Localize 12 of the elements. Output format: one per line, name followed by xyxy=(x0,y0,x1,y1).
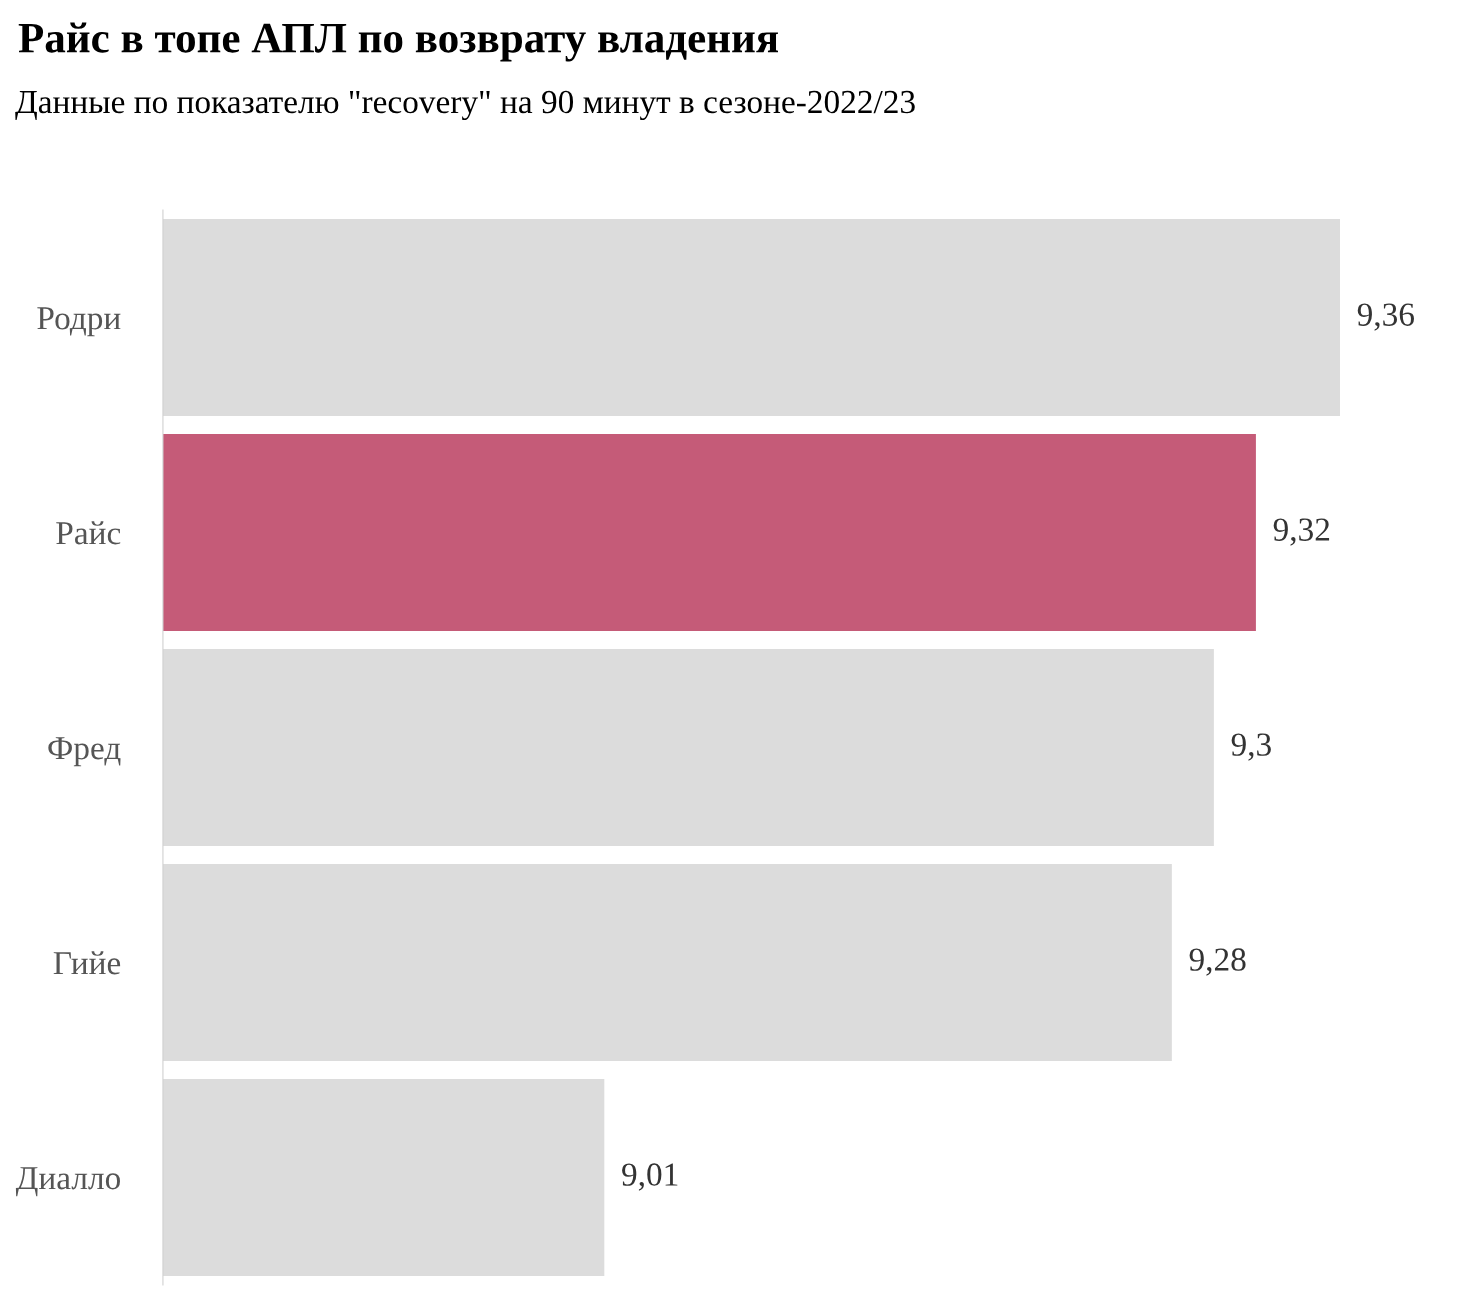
data-label: 9,28 xyxy=(1189,948,1246,976)
y-tick-label: Гийе xyxy=(53,951,121,975)
chart-title: Райс в топе АПЛ по возврату владения xyxy=(18,22,779,62)
y-tick-label: Фред xyxy=(48,737,121,767)
data-label: 9,3 xyxy=(1231,733,1271,761)
y-tick-label: Родри xyxy=(37,307,121,337)
data-label: 9,36 xyxy=(1357,303,1414,331)
y-tick-label: Диалло xyxy=(15,1167,120,1197)
data-label: 9,32 xyxy=(1273,518,1330,546)
data-label: 9,01 xyxy=(622,1163,678,1191)
chart-subtitle: Данные по показателю "recovery" на 90 минут в сезоне-2022/23 xyxy=(15,90,915,121)
y-tick-label: Райс xyxy=(56,521,121,545)
